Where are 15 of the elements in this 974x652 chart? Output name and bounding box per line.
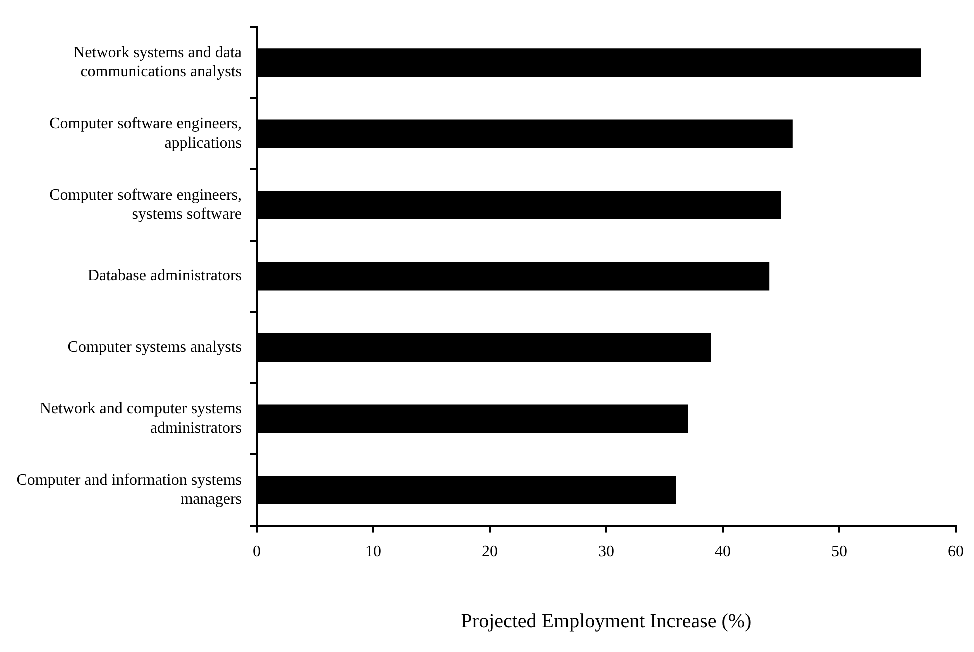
x-tick-label: 10 (366, 544, 382, 561)
y-tick-label: Computer systems analysts (68, 338, 242, 356)
y-tick-label: Network systems and data communications analysts (74, 44, 242, 81)
y-tick-label: Network and computer systems administrators (40, 400, 242, 437)
x-tick-label: 0 (253, 544, 261, 561)
x-axis-title: Projected Employment Increase (%) (461, 610, 752, 632)
x-tick-label: 20 (482, 544, 498, 561)
y-tick-label: Computer software engineers, systems software (50, 186, 242, 224)
y-tick-label: Computer and information systems managers (16, 472, 242, 508)
y-tick-label: Database administrators (88, 268, 242, 285)
x-tick-label: 50 (832, 544, 848, 561)
x-tick-label: 30 (598, 544, 614, 561)
y-tick-label: Computer software engineers, applications (50, 116, 242, 152)
x-tick-label: 40 (715, 544, 731, 561)
x-tick-label: 60 (948, 544, 964, 561)
